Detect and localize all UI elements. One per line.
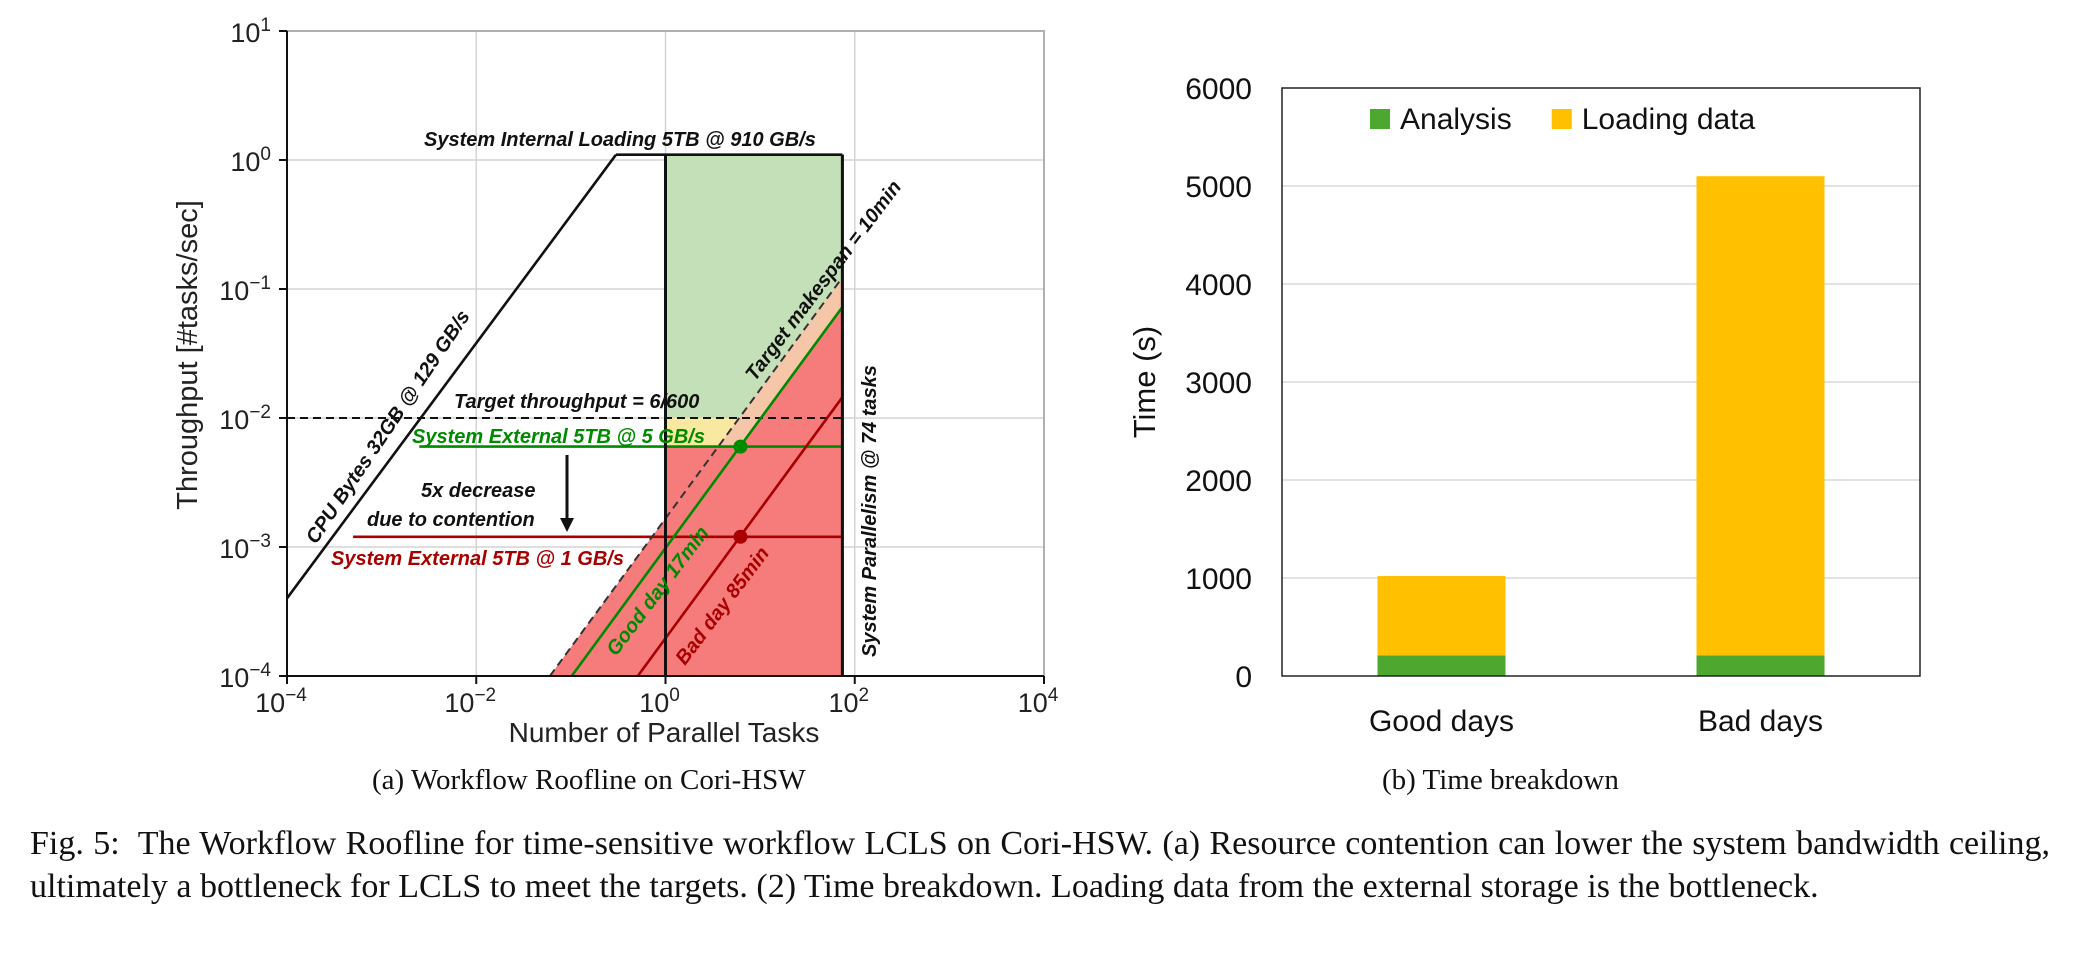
external-1gbs-label: System External 5TB @ 1 GB/s xyxy=(331,548,624,570)
internal-loading-label: System Internal Loading 5TB @ 910 GB/s xyxy=(424,129,816,151)
time-breakdown-chart: Good days Bad days 0 1000 2000 3000 4000 5000 60… xyxy=(1127,73,1921,738)
roofline-x-axis-label: Number of Parallel Tasks xyxy=(509,717,820,748)
good-day-point xyxy=(733,439,748,454)
breakdown-legend: Analysis Loading data xyxy=(1370,103,1756,136)
legend-label: Loading data xyxy=(1582,103,1756,136)
bar-analysis xyxy=(1696,655,1825,676)
subcaption-b: (b) Time breakdown xyxy=(1382,764,1619,796)
subcaption-a: (a) Workflow Roofline on Cori-HSW xyxy=(372,764,806,796)
x-tick-label: 100 xyxy=(639,685,680,718)
bar-loading-data xyxy=(1696,176,1825,656)
category-label: Bad days xyxy=(1698,705,1823,738)
y-tick-label: 10−2 xyxy=(219,402,271,435)
y-tick-label: 5000 xyxy=(1185,171,1252,204)
roofline-axes xyxy=(279,30,1045,684)
roofline-tick-labels: 10−4 10−2 100 102 104 10−4 10−3 10−2 10−1 100 101 xyxy=(219,15,1058,718)
region-peach xyxy=(718,277,843,447)
figure-label: Fig. 5: xyxy=(30,825,120,862)
legend-swatch xyxy=(1370,109,1390,129)
roofline-markers xyxy=(733,439,748,544)
legend-label: Analysis xyxy=(1400,103,1512,136)
breakdown-bars xyxy=(1377,176,1825,676)
y-tick-label: 1000 xyxy=(1185,563,1252,596)
region-yellow xyxy=(665,418,740,447)
breakdown-y-axis-label: Time (s) xyxy=(1127,326,1162,439)
breakdown-plot-frame xyxy=(1281,87,1921,677)
y-tick-label: 2000 xyxy=(1185,465,1252,498)
y-tick-label: 6000 xyxy=(1185,73,1252,106)
y-tick-label: 3000 xyxy=(1185,367,1252,400)
contention-arrow-head xyxy=(560,518,574,532)
y-tick-label: 10−4 xyxy=(219,660,271,693)
legend-swatch xyxy=(1551,109,1572,129)
x-tick-label: 10−4 xyxy=(255,685,307,718)
external-5gbs-label: System External 5TB @ 5 GB/s xyxy=(412,426,705,448)
system-parallelism-label: System Parallelism @ 74 tasks xyxy=(859,365,881,657)
figure-caption-text: The Workflow Roofline for time-sensitive… xyxy=(30,825,2050,905)
ceiling-line xyxy=(570,306,844,677)
roofline-y-axis-label: Throughput [#tasks/sec] xyxy=(172,200,204,510)
decrease-label-line-1: 5x decrease xyxy=(421,480,536,502)
ceiling-line xyxy=(549,276,844,677)
y-tick-label: 10−3 xyxy=(219,531,271,564)
bar-loading-data xyxy=(1377,576,1506,656)
y-tick-label: 0 xyxy=(1235,661,1252,694)
bad-day-point xyxy=(733,529,748,544)
x-tick-label: 102 xyxy=(828,685,869,718)
figure-caption: Fig. 5: The Workflow Roofline for time-s… xyxy=(30,822,2050,908)
x-tick-label: 10−2 xyxy=(444,685,496,718)
decrease-label-line-2: due to contention xyxy=(367,509,535,531)
y-tick-label: 10−1 xyxy=(219,273,271,306)
breakdown-axes xyxy=(1281,87,1921,677)
region-green xyxy=(665,154,843,418)
bar-analysis xyxy=(1377,655,1506,676)
ceiling-line xyxy=(285,153,618,600)
roofline-regions xyxy=(549,154,843,676)
roofline-chart: 10−4 10−2 100 102 10410−410−310−210−1100101 … xyxy=(172,15,1059,748)
breakdown-tick-labels: Good days Bad days 0 1000 2000 3000 4000 5000 60… xyxy=(1185,73,1823,738)
y-tick-label: 101 xyxy=(230,15,271,48)
y-tick-label: 4000 xyxy=(1185,269,1252,302)
roofline-lines xyxy=(285,153,844,677)
x-tick-label: 104 xyxy=(1018,685,1059,718)
y-tick-label: 100 xyxy=(230,144,271,177)
target-throughput-label: Target throughput = 6/600 xyxy=(454,391,699,413)
category-label: Good days xyxy=(1369,705,1514,738)
